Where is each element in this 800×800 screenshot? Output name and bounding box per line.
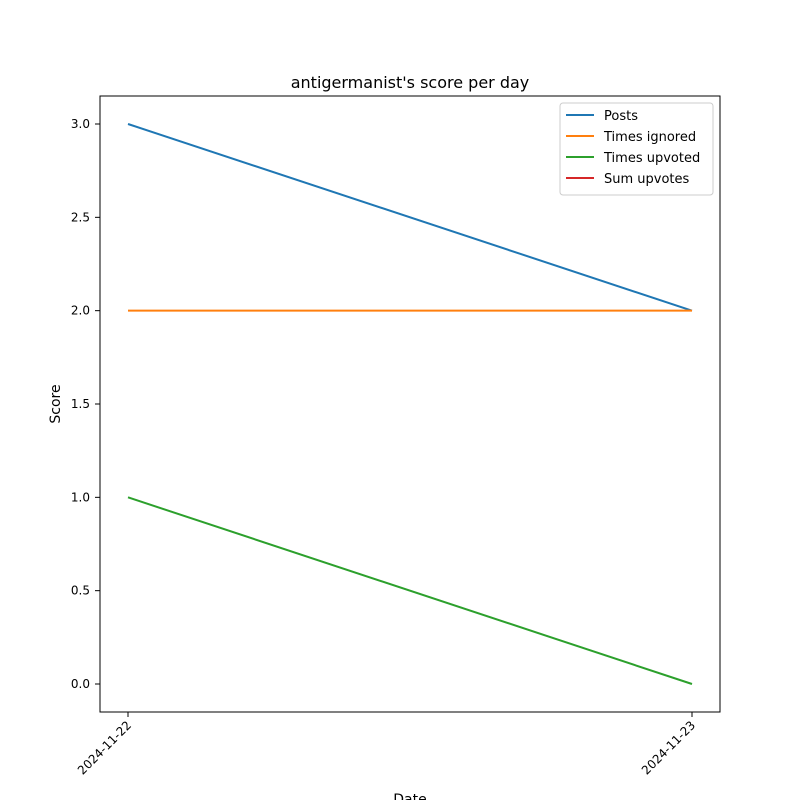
series-line-0 [127,123,693,312]
y-tick-label: 2.0 [71,304,90,318]
legend-label: Times ignored [603,130,696,145]
y-tick-label: 3.0 [71,117,90,131]
y-tick-label: 1.5 [71,397,90,411]
y-tick-label: 1.0 [71,490,90,504]
legend-label: Sum upvotes [604,172,690,187]
legend-label: Posts [604,109,638,124]
plot-frame [99,95,721,713]
plot-area [100,96,720,712]
y-tick-label: 0.0 [71,677,90,691]
y-tick-label: 0.5 [71,584,90,598]
legend-label: Times upvoted [603,151,700,166]
series-line-2 [127,496,693,685]
y-axis-ticks: 0.0 0.5 1.0 1.5 2.0 2.5 3.0 [71,117,100,691]
chart-title: antigermanist's score per day [291,73,530,92]
legend-box [559,102,714,196]
series-layer [127,123,693,685]
legend: Posts Times ignored Times upvoted Sum upvot… [559,102,714,196]
x-tick-label: 2024-11-22 [75,718,134,777]
y-axis-label: Score [48,384,64,423]
x-axis-label: Date [393,792,426,800]
y-tick-label: 2.5 [71,210,90,224]
x-tick-label: 2024-11-23 [639,718,698,777]
x-axis-ticks: 2024-11-22 2024-11-23 [75,712,698,777]
